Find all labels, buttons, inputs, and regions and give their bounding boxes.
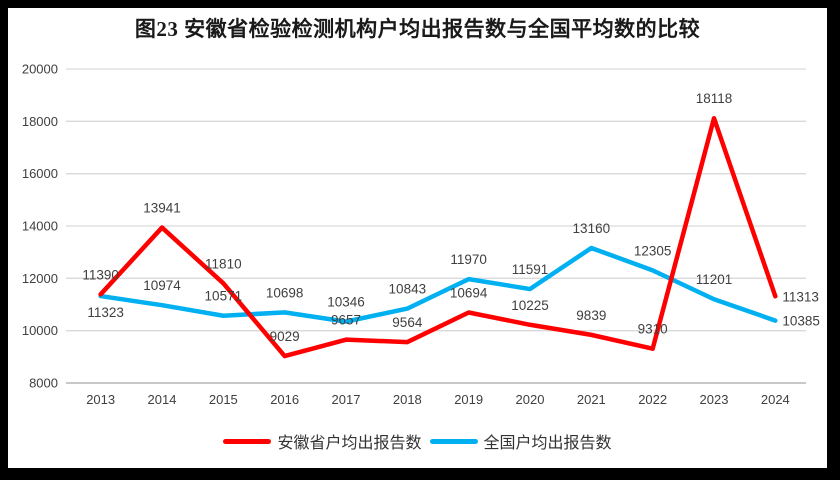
x-tick-label: 2022 <box>638 392 667 407</box>
anhui-series-line <box>98 115 778 359</box>
x-tick-label: 2020 <box>516 392 545 407</box>
data-label: 10346 <box>327 295 365 310</box>
y-tick-label: 18000 <box>22 114 58 129</box>
data-label: 9839 <box>576 308 606 323</box>
y-tick-label: 12000 <box>22 271 58 286</box>
data-label: 10698 <box>266 285 304 300</box>
data-label: 13160 <box>573 221 611 236</box>
chart-title: 图23 安徽省检验检测机构户均出报告数与全国平均数的比较 <box>134 17 701 41</box>
x-tick-label: 2023 <box>700 392 729 407</box>
national-line-swatch <box>429 438 478 444</box>
data-label: 11201 <box>696 272 733 287</box>
data-label: 11591 <box>512 262 549 277</box>
data-label: 13941 <box>143 201 181 216</box>
x-tick-label: 2014 <box>148 392 177 407</box>
x-tick-label: 2013 <box>86 392 115 407</box>
legend-label-anhui: 安徽省户均出报告数 <box>277 435 422 452</box>
data-label: 11313 <box>782 289 819 304</box>
x-tick-label: 2016 <box>270 392 299 407</box>
x-tick-label: 2017 <box>332 392 361 407</box>
legend-item-national: 全国户均出报告数 <box>429 429 612 453</box>
legend-item-anhui: 安徽省户均出报告数 <box>223 429 422 453</box>
data-label: 10225 <box>511 298 549 313</box>
data-label: 9564 <box>392 315 423 330</box>
y-tick-label: 10000 <box>22 323 58 338</box>
data-label: 10974 <box>143 278 181 293</box>
data-label: 18118 <box>696 91 733 106</box>
x-tick-label: 2015 <box>209 392 238 407</box>
y-tick-label: 16000 <box>22 166 58 181</box>
data-label: 11390 <box>82 267 119 282</box>
data-label: 9029 <box>270 329 300 344</box>
data-label: 11323 <box>87 305 124 320</box>
line-chart: 8000 10000 12000 14000 16000 18000 20000 2013 20… <box>22 62 820 408</box>
data-label: 10385 <box>782 314 820 329</box>
data-label: 11810 <box>205 256 242 271</box>
data-label: 10694 <box>450 286 488 301</box>
y-tick-label: 8000 <box>29 376 58 391</box>
legend-label-national: 全国户均出报告数 <box>483 435 612 452</box>
chart-legend: 安徽省户均出报告数 全国户均出报告数 <box>8 429 827 453</box>
x-tick-label: 2021 <box>577 392 606 407</box>
anhui-line-swatch <box>223 438 272 444</box>
data-label: 10571 <box>205 289 243 304</box>
data-label: 9310 <box>638 322 668 337</box>
national-series-line <box>98 245 778 324</box>
y-tick-label: 14000 <box>22 219 58 234</box>
x-tick-label: 2024 <box>761 392 790 407</box>
data-label: 9657 <box>331 313 361 328</box>
x-tick-label: 2019 <box>454 392 483 407</box>
data-label: 12305 <box>634 243 672 258</box>
data-label: 10843 <box>389 282 427 297</box>
y-tick-label: 20000 <box>22 62 58 77</box>
data-label: 11970 <box>450 252 487 267</box>
x-tick-label: 2018 <box>393 392 422 407</box>
